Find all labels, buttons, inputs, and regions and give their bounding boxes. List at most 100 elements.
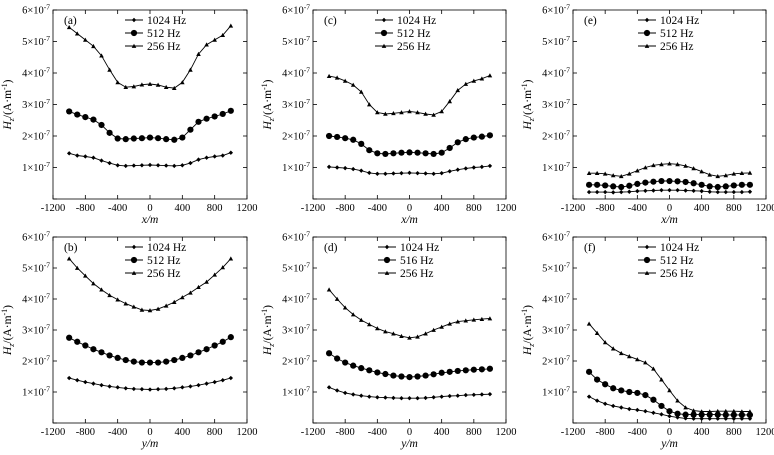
y-title-sup: -1 [520,83,529,90]
data-point [334,133,341,141]
data-point [99,158,104,163]
data-point [326,73,332,78]
data-point [430,371,437,378]
data-point [463,81,469,86]
y-tick-exponent: -7 [44,3,50,12]
data-point [130,358,137,365]
data-point [139,307,145,312]
data-point [407,109,412,114]
data-point [90,116,97,123]
data-point [487,163,493,169]
data-point [455,319,461,324]
data-point [423,395,428,401]
y-tick-label: 5×10-7 [22,34,50,48]
data-point [479,76,485,81]
data-point [675,398,680,403]
data-point [188,384,193,389]
y-tick-label: 6×10-7 [542,230,570,244]
x-tick-label: 0 [147,203,152,214]
data-point [350,136,357,143]
y-title-sup: -1 [0,309,9,316]
data-point [180,295,185,300]
y-tick-mantissa: 6×10 [282,6,304,17]
data-point [171,299,177,304]
data-point [635,357,640,362]
x-tick-label: 1200 [496,427,517,438]
series-line [329,75,491,116]
data-point [130,135,137,142]
x-tick-label: -800 [336,427,355,438]
data-point [326,287,332,292]
y-tick-label: 6×10-7 [22,3,50,17]
y-tick-label: 6×10-7 [282,3,310,17]
y-tick-exponent: -7 [44,66,50,75]
x-tick-label: -1200 [301,427,326,438]
data-point [594,189,600,195]
data-point [74,265,80,270]
y-tick-mantissa: 1×10 [22,388,44,399]
data-point [722,183,729,190]
y-tick-exponent: -7 [304,97,310,106]
data-point [155,387,161,392]
data-point [683,188,688,193]
y-tick-mantissa: 1×10 [542,388,564,399]
data-point [342,135,349,142]
data-point [115,297,120,302]
data-point [478,133,485,140]
data-point [446,144,453,152]
y-tick-exponent: -7 [304,66,310,75]
y-tick-mantissa: 5×10 [22,37,44,48]
data-point [470,366,477,373]
x-tick-label: -400 [108,203,127,214]
x-tick-label: 400 [694,203,710,214]
data-point [334,75,340,80]
data-point [334,388,340,393]
data-point [204,155,209,160]
data-point [114,135,121,142]
y-tick-exponent: -7 [564,160,570,169]
y-title-close: ) [2,305,14,309]
x-tick-label: -800 [76,203,95,214]
x-tick-label: 1200 [756,203,774,214]
data-point [228,23,234,28]
data-point [739,409,745,414]
data-point [106,352,113,359]
data-point [422,150,429,157]
data-point [66,375,72,381]
y-tick-label: 4×10-7 [282,66,310,80]
data-point [342,78,348,83]
data-point [163,386,169,392]
legend-label: 1024 Hz [660,15,699,27]
data-point [219,338,226,345]
panel-label: (c) [324,15,337,27]
data-point [586,189,592,195]
data-point [358,140,365,147]
data-point [351,166,356,172]
data-point [188,290,193,295]
data-point [155,163,161,168]
data-point [334,296,340,301]
series-256-hz [66,23,234,90]
data-point [431,395,436,400]
y-tick-mantissa: 2×10 [22,357,44,368]
data-point [204,279,209,284]
data-point [683,405,688,410]
data-point [139,163,145,168]
y-title-unit: /(A·m [522,90,534,118]
y-axis-title: Hz/(A·m-1) [0,79,16,130]
data-point [163,303,169,308]
data-point [667,187,672,193]
legend-label: 512 Hz [660,255,694,267]
series-512-hz [585,177,754,191]
data-point [75,153,80,158]
y-axis-title: Hz/(A·m-1) [520,305,536,356]
data-point [446,368,453,375]
legend-marker [131,17,137,23]
y-tick-label: 3×10-7 [542,97,570,111]
data-point [107,160,112,166]
data-point [399,110,404,115]
